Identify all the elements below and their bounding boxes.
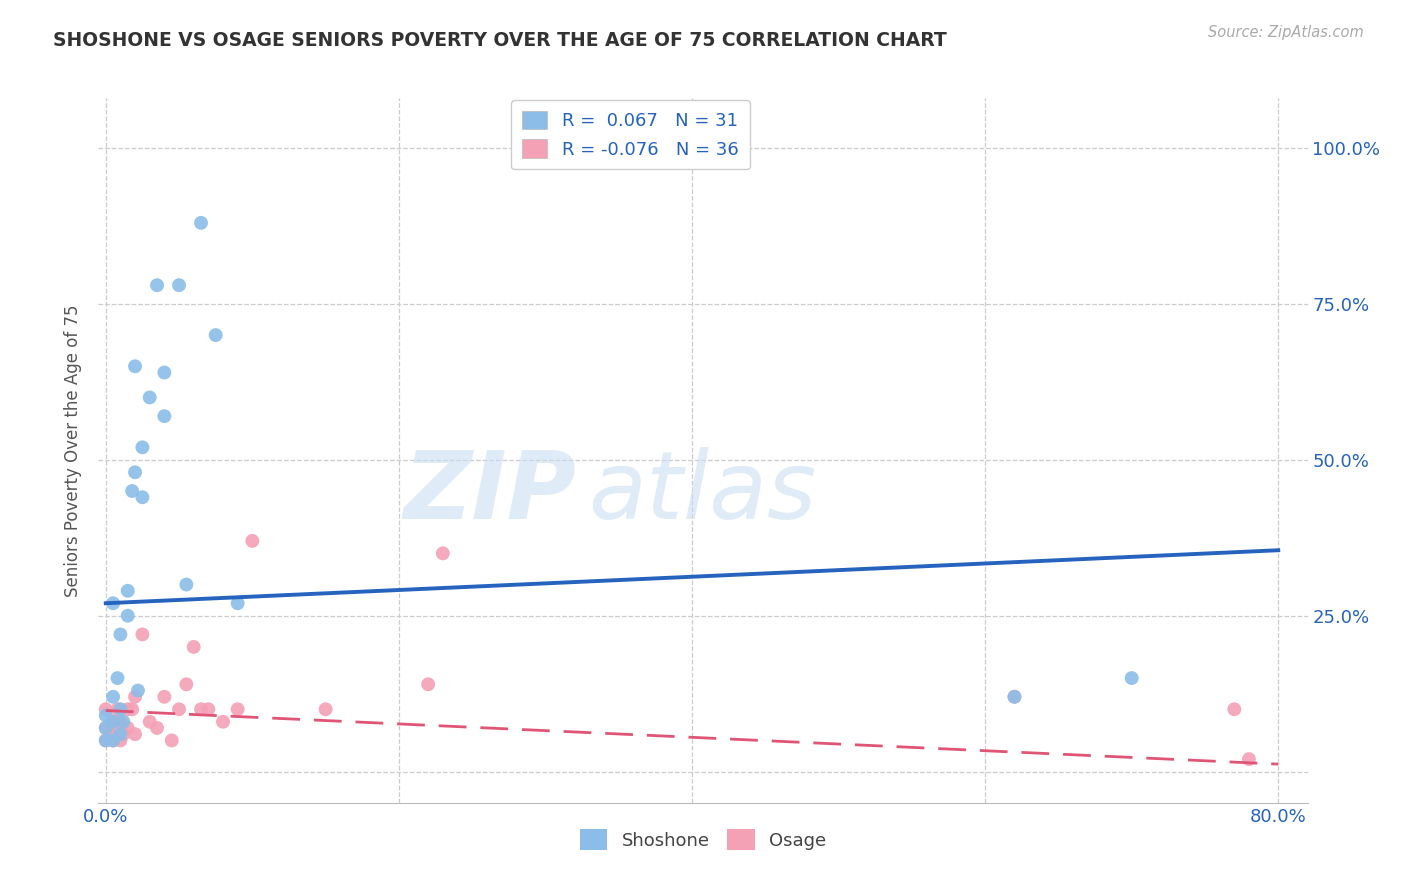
Point	[121, 483, 143, 498]
Point	[176, 677, 198, 691]
Point	[167, 278, 190, 293]
Point	[124, 727, 146, 741]
Point	[124, 359, 146, 374]
Point	[101, 733, 124, 747]
Point	[101, 733, 124, 747]
Point	[107, 702, 129, 716]
Point	[226, 596, 249, 610]
Point	[107, 671, 129, 685]
Point	[110, 702, 132, 716]
Point	[418, 677, 440, 691]
Point	[94, 733, 117, 747]
Text: SHOSHONE VS OSAGE SENIORS POVERTY OVER THE AGE OF 75 CORRELATION CHART: SHOSHONE VS OSAGE SENIORS POVERTY OVER T…	[53, 31, 948, 50]
Point	[101, 714, 124, 729]
Point	[160, 733, 183, 747]
Point	[204, 328, 226, 343]
Point	[105, 721, 128, 735]
Point	[167, 702, 190, 716]
Point	[127, 683, 149, 698]
Point	[432, 546, 454, 560]
Point	[190, 216, 212, 230]
Legend: Shoshone, Osage: Shoshone, Osage	[572, 822, 834, 857]
Point	[94, 721, 117, 735]
Point	[110, 627, 132, 641]
Point	[94, 708, 117, 723]
Point	[153, 690, 176, 704]
Point	[112, 714, 135, 729]
Point	[110, 733, 132, 747]
Point	[124, 465, 146, 479]
Point	[117, 702, 139, 716]
Point	[110, 727, 132, 741]
Point	[1223, 702, 1246, 716]
Point	[107, 714, 129, 729]
Point	[153, 366, 176, 380]
Point	[153, 409, 176, 424]
Point	[117, 721, 139, 735]
Point	[94, 733, 117, 747]
Point	[94, 721, 117, 735]
Point	[146, 278, 169, 293]
Point	[1121, 671, 1143, 685]
Point	[138, 714, 160, 729]
Point	[101, 690, 124, 704]
Point	[98, 727, 121, 741]
Point	[138, 391, 160, 405]
Point	[117, 608, 139, 623]
Point	[226, 702, 249, 716]
Point	[94, 702, 117, 716]
Point	[240, 533, 263, 548]
Point	[101, 596, 124, 610]
Point	[131, 490, 153, 504]
Point	[117, 583, 139, 598]
Point	[315, 702, 337, 716]
Point	[1237, 752, 1260, 766]
Point	[110, 714, 132, 729]
Text: Source: ZipAtlas.com: Source: ZipAtlas.com	[1208, 25, 1364, 40]
Point	[176, 577, 198, 591]
Point	[197, 702, 219, 716]
Point	[1004, 690, 1026, 704]
Point	[131, 441, 153, 455]
Point	[146, 721, 169, 735]
Text: atlas: atlas	[588, 447, 817, 538]
Point	[121, 702, 143, 716]
Point	[183, 640, 205, 654]
Point	[1004, 690, 1026, 704]
Point	[131, 627, 153, 641]
Point	[190, 702, 212, 716]
Point	[101, 714, 124, 729]
Point	[212, 714, 235, 729]
Point	[112, 727, 135, 741]
Text: ZIP: ZIP	[404, 447, 576, 539]
Y-axis label: Seniors Poverty Over the Age of 75: Seniors Poverty Over the Age of 75	[65, 304, 83, 597]
Point	[124, 690, 146, 704]
